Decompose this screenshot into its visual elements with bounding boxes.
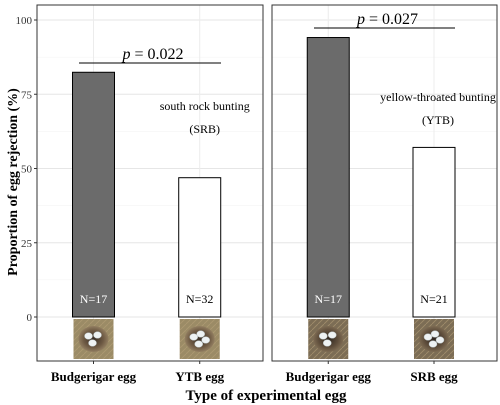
bar (412, 146, 456, 318)
nest-cup (78, 326, 109, 352)
egg (430, 330, 440, 338)
egg (189, 333, 198, 341)
sample-size-label: N=17 (80, 292, 107, 306)
p-value-label: p = 0.022 (121, 46, 183, 63)
x-tick-label: Budgerigar egg (286, 369, 372, 384)
y-tick-label: 100 (16, 15, 33, 27)
species-abbreviation-label: (SRB) (189, 122, 220, 136)
egg (93, 331, 102, 339)
sample-size-label: N=32 (186, 292, 213, 306)
egg (196, 330, 205, 338)
egg (323, 339, 332, 347)
nest-cup (419, 326, 449, 352)
sample-size-label: N=21 (420, 292, 447, 306)
egg (201, 336, 210, 344)
p-number: = 0.022 (130, 46, 183, 63)
egg (328, 331, 337, 339)
y-tick-label: 0 (27, 312, 33, 324)
egg (194, 340, 203, 348)
panel-border (271, 4, 498, 362)
species-label: south rock bunting (160, 99, 250, 113)
p-symbol: p (121, 46, 130, 63)
panel-border (36, 4, 264, 362)
y-tick-label: 50 (21, 164, 33, 176)
panel-1: N=17 Budgerigar egg N=32 YTB egg p = 0.022 so… (16, 4, 264, 384)
bar (72, 71, 115, 318)
panel-background (272, 5, 497, 361)
x-tick-label: SRB egg (410, 369, 458, 384)
egg (435, 336, 445, 344)
y-axis-label: Proportion of egg rejection (%) (6, 88, 21, 276)
panel-2: N=17 Budgerigar egg N=21 SRB egg p = 0.027 ye… (271, 4, 498, 384)
y-tick-label: 25 (21, 238, 33, 250)
egg (88, 339, 97, 347)
sample-size-label: N=17 (315, 292, 342, 306)
x-tick-label: YTB egg (175, 369, 224, 384)
x-tick-label: Budgerigar egg (51, 369, 137, 384)
egg (423, 333, 433, 341)
p-value-label: p = 0.027 (356, 11, 418, 28)
x-axis-label: Type of experimental egg (186, 388, 347, 404)
species-label: yellow-throated bunting (380, 90, 496, 104)
p-symbol: p (356, 11, 365, 28)
y-tick-label: 75 (21, 89, 33, 101)
bar (178, 177, 222, 318)
nest-cup (184, 326, 215, 352)
p-number: = 0.027 (365, 11, 418, 28)
egg (84, 332, 93, 340)
bar (306, 37, 350, 318)
egg (319, 332, 328, 340)
nest-cup (313, 326, 344, 352)
egg (428, 340, 438, 348)
species-abbreviation-label: (YTB) (422, 113, 454, 127)
